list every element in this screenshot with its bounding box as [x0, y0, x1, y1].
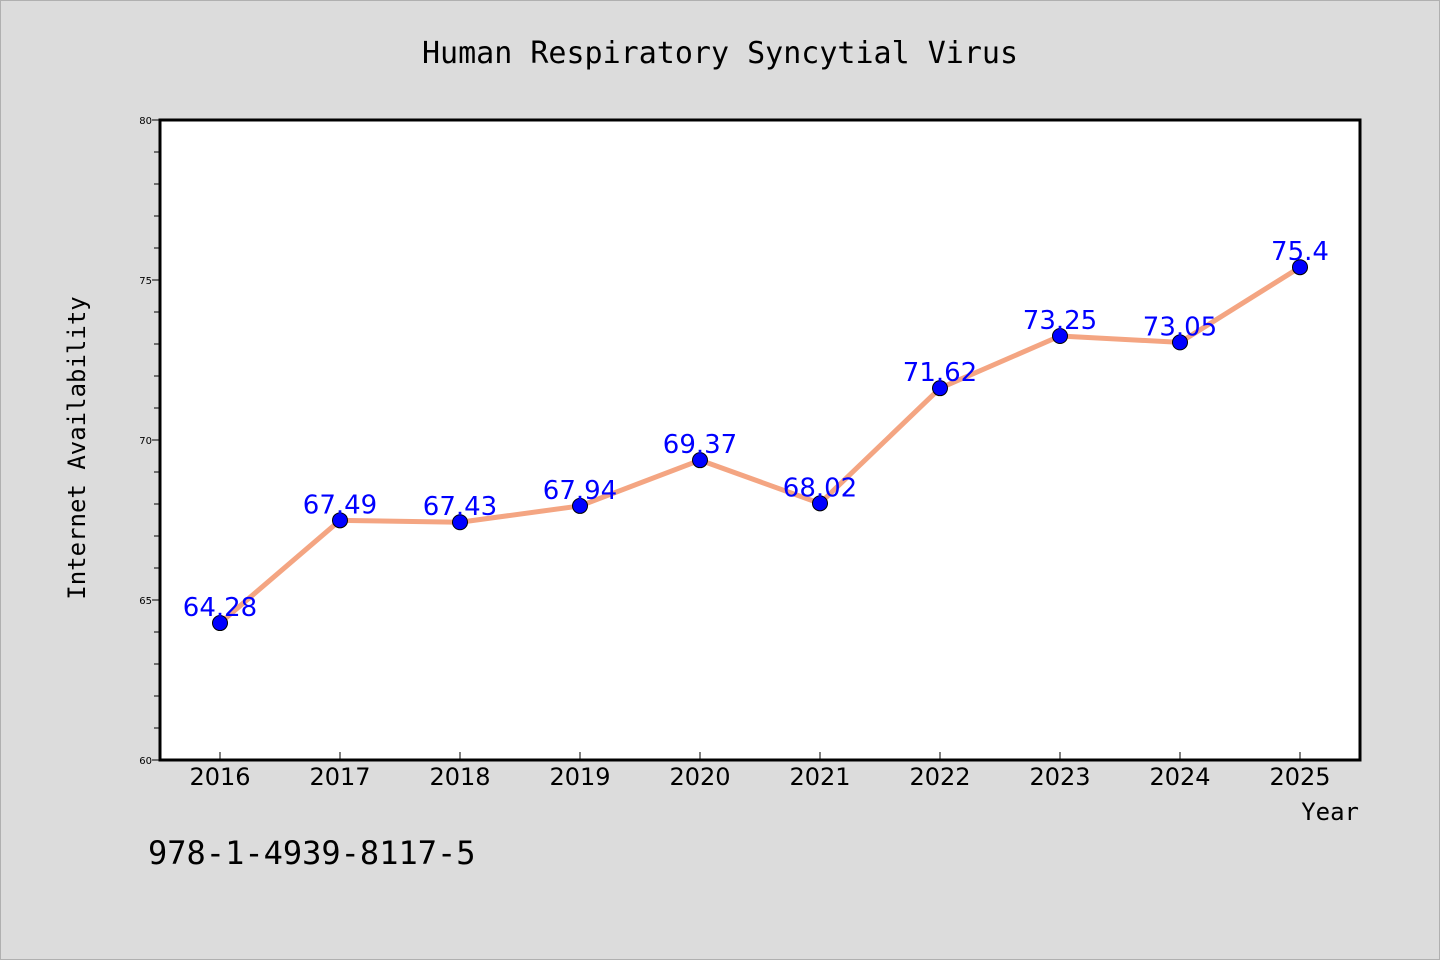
- y-tick-label: 65: [139, 596, 152, 607]
- data-label: 67.94: [543, 476, 617, 506]
- data-point: [572, 497, 588, 514]
- y-axis-ticks: 60 65 70 75 80: [139, 116, 160, 767]
- data-point: [932, 380, 948, 397]
- y-axis-label: Internet Availability: [63, 296, 91, 599]
- data-labels: 64.28 67.49 67.43 67.94 69.37 68.02 71.62 73.25…: [183, 237, 1329, 623]
- data-point: [812, 495, 828, 512]
- x-tick-label: 2023: [1029, 763, 1090, 791]
- data-label: 73.05: [1143, 312, 1217, 342]
- chart-title: Human Respiratory Syncytial Virus: [422, 36, 1018, 71]
- x-axis-label: Year: [1301, 798, 1359, 826]
- y-tick-label: 80: [139, 116, 152, 127]
- x-tick-label: 2017: [309, 763, 370, 791]
- series-line: [217, 264, 1303, 626]
- x-tick-label: 2021: [789, 763, 850, 791]
- y-tick-label: 75: [139, 276, 152, 287]
- data-point: [452, 514, 468, 531]
- data-label: 67.43: [423, 492, 497, 522]
- data-label: 71.62: [903, 358, 977, 388]
- x-tick-label: 2022: [909, 763, 970, 791]
- data-label: 69.37: [663, 430, 737, 460]
- data-point: [692, 452, 708, 469]
- x-tick-label: 2024: [1149, 763, 1210, 791]
- x-tick-label: 2025: [1269, 763, 1330, 791]
- footer-isbn: 978-1-4939-8117-5: [148, 834, 476, 872]
- data-point: [212, 615, 228, 632]
- y-tick-label: 60: [139, 756, 152, 767]
- data-label: 64.28: [183, 593, 257, 623]
- data-point: [1172, 334, 1188, 351]
- plot-area: [158, 118, 1362, 762]
- y-minor-ticks: [154, 151, 160, 729]
- x-tick-label: 2018: [429, 763, 490, 791]
- data-label: 67.49: [303, 490, 377, 520]
- data-label: 75.4: [1271, 237, 1329, 267]
- data-point: [332, 512, 348, 529]
- x-tick-label: 2019: [549, 763, 610, 791]
- data-points: [212, 259, 1308, 632]
- data-label: 73.25: [1023, 306, 1097, 336]
- data-point: [1292, 259, 1308, 276]
- data-point: [1052, 328, 1068, 344]
- data-label: 68.02: [783, 473, 857, 503]
- y-tick-label: 70: [139, 436, 152, 447]
- x-tick-label: 2020: [669, 763, 730, 791]
- x-axis-ticks: 2016 2017 2018 2019 2020 2021 2022 2023 2024 2025: [189, 752, 1331, 791]
- x-tick-label: 2016: [189, 763, 250, 791]
